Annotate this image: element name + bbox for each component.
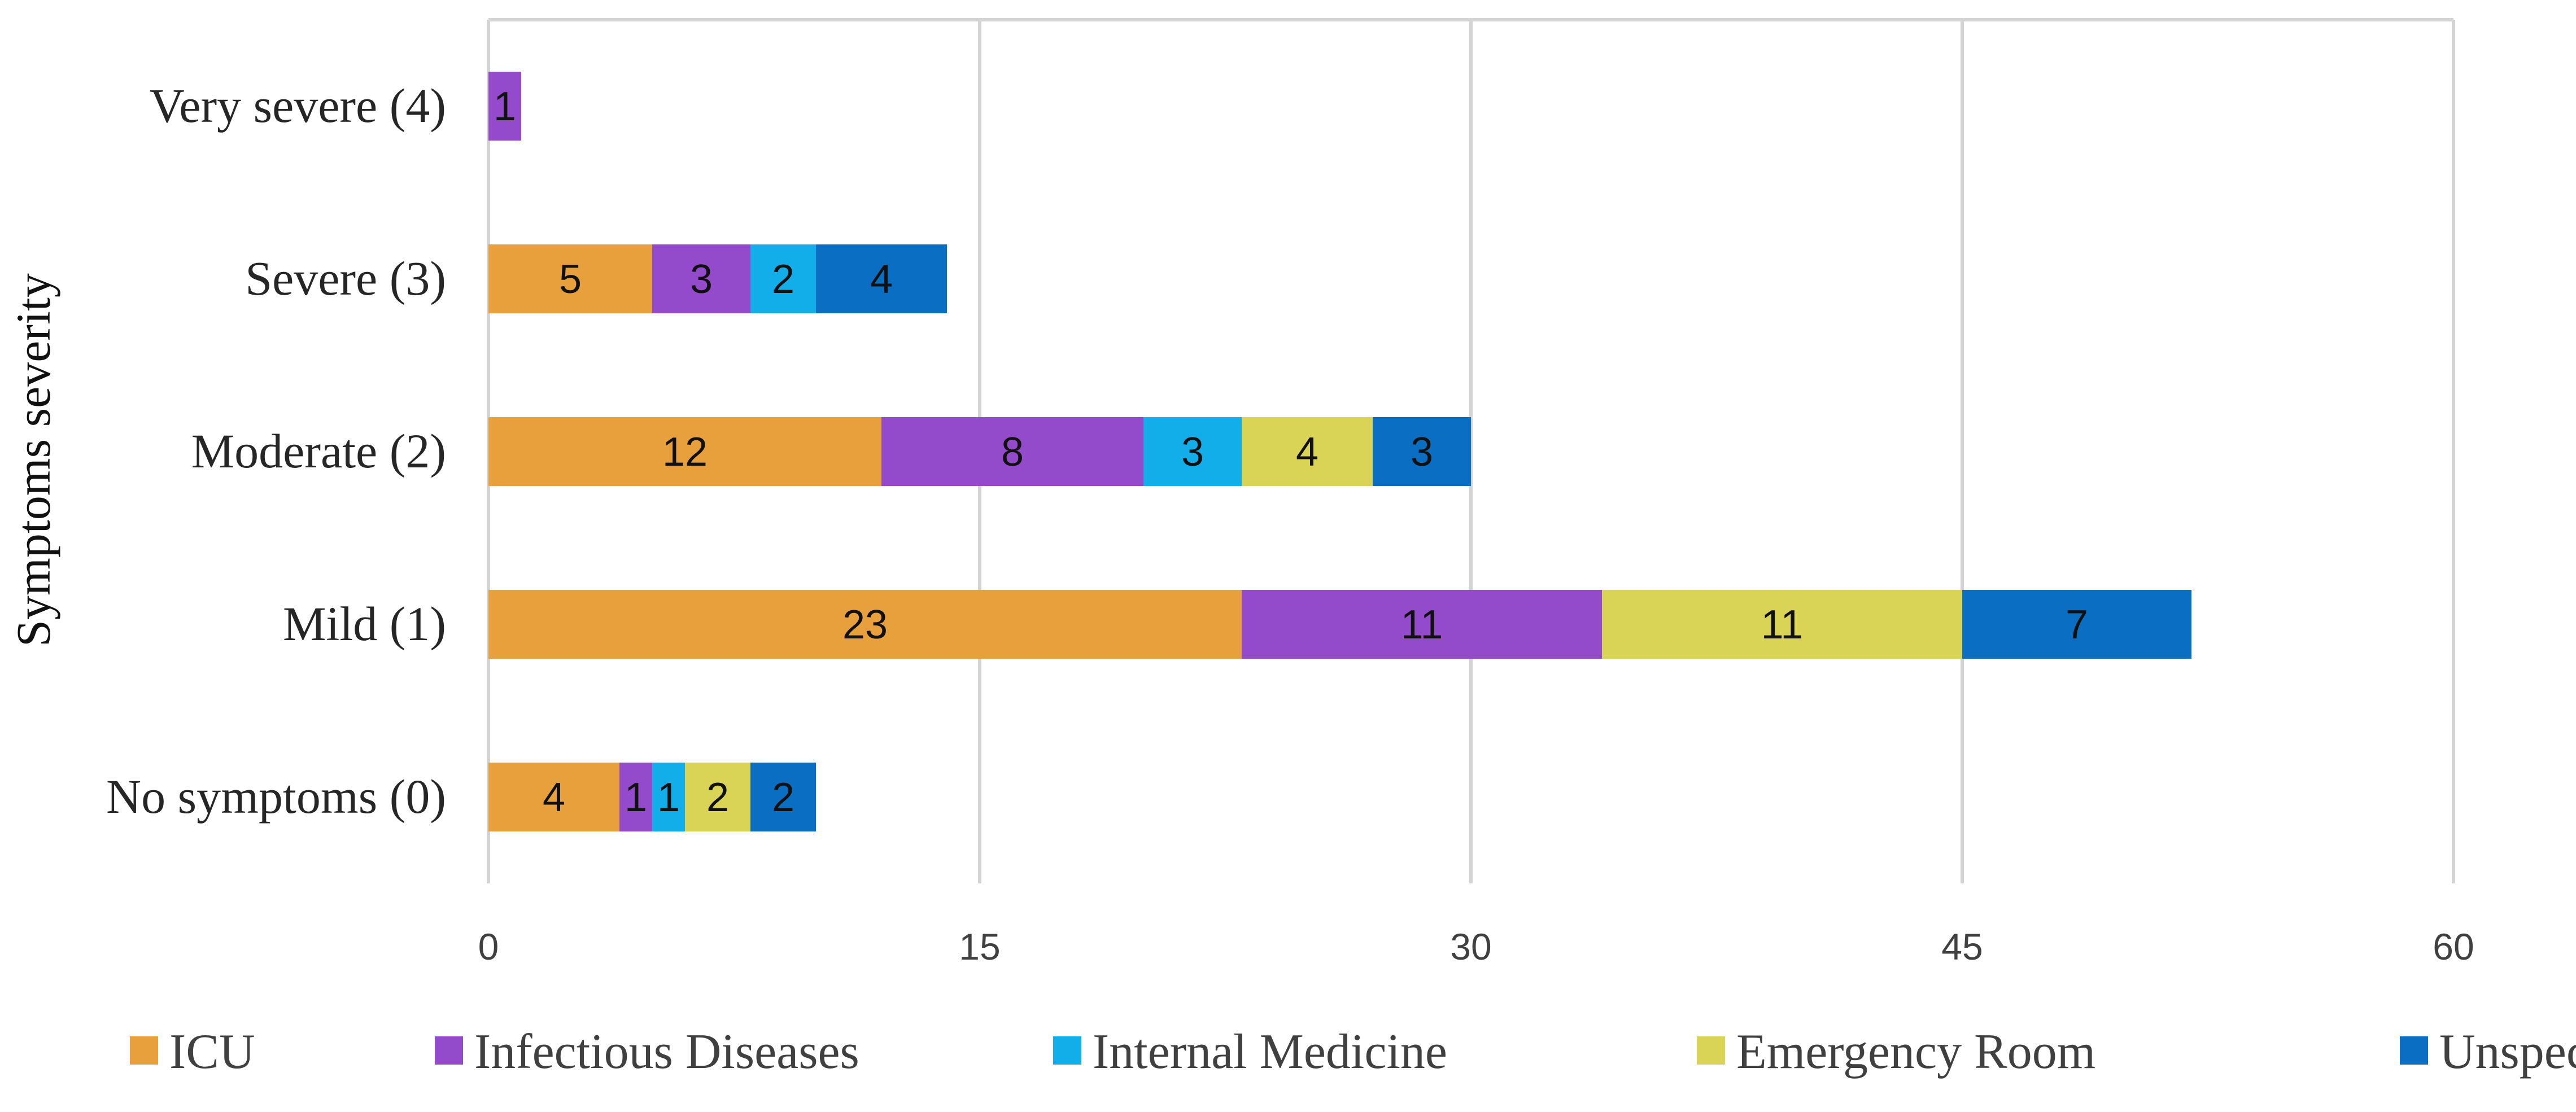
legend-label-internal-medicine: Internal Medicine bbox=[1093, 1025, 1447, 1079]
category-label-moderate-2: Moderate (2) bbox=[191, 424, 446, 478]
bar-mild-1-unspecified bbox=[1962, 590, 2191, 659]
legend-swatch-internal-medicine bbox=[1053, 1036, 1081, 1065]
legend-label-icu: ICU bbox=[169, 1025, 255, 1079]
data-labels: 4 1 1 2 223 11 11 712 8 3 4 35 3 2 41 bbox=[494, 84, 2088, 820]
data-label-mild-1-emergency-room: 11 bbox=[1761, 602, 1804, 647]
bar-mild-1-infectious-diseases bbox=[1242, 590, 1602, 659]
data-label-severe-3-unspecified: 4 bbox=[870, 257, 893, 302]
data-label-moderate-2-emergency-room: 4 bbox=[1296, 430, 1318, 475]
data-label-very-severe-4-infectious-diseases: 1 bbox=[494, 84, 516, 129]
bars bbox=[488, 72, 2191, 831]
category-label-very-severe-4: Very severe (4) bbox=[150, 78, 446, 133]
data-label-moderate-2-internal-medicine: 3 bbox=[1181, 430, 1204, 475]
category-label-severe-3: Severe (3) bbox=[245, 251, 446, 305]
x-tick-label-30: 30 bbox=[1450, 926, 1491, 967]
data-label-no-symptoms-0-icu: 4 bbox=[543, 775, 565, 820]
data-label-moderate-2-unspecified: 3 bbox=[1411, 430, 1433, 475]
data-label-severe-3-infectious-diseases: 3 bbox=[690, 257, 713, 302]
data-label-no-symptoms-0-unspecified: 2 bbox=[772, 775, 794, 820]
bar-moderate-2-unspecified bbox=[1373, 417, 1471, 486]
legend-label-infectious-diseases: Infectious Diseases bbox=[474, 1025, 859, 1079]
legend-label-unspecified: Unspecified bbox=[2439, 1025, 2576, 1079]
legend: ICU Infectious Diseases Internal Medicine E… bbox=[130, 1025, 2576, 1079]
bar-moderate-2-infectious-diseases bbox=[881, 417, 1143, 486]
x-tick-label-60: 60 bbox=[2433, 926, 2474, 967]
legend-label-emergency-room: Emergency Room bbox=[1736, 1025, 2095, 1079]
bar-mild-1-icu bbox=[488, 590, 1242, 659]
legend-swatch-emergency-room bbox=[1697, 1036, 1725, 1065]
data-label-no-symptoms-0-internal-medicine: 1 bbox=[657, 775, 680, 820]
data-label-severe-3-internal-medicine: 2 bbox=[772, 257, 794, 302]
bar-no-symptoms-0-unspecified bbox=[750, 763, 816, 831]
bar-severe-3-internal-medicine bbox=[750, 244, 816, 313]
bar-severe-3-icu bbox=[488, 244, 652, 313]
data-label-severe-3-icu: 5 bbox=[559, 257, 582, 302]
bar-no-symptoms-0-internal-medicine bbox=[652, 763, 685, 831]
bar-severe-3-infectious-diseases bbox=[652, 244, 750, 313]
bar-severe-3-unspecified bbox=[816, 244, 947, 313]
x-tick-label-15: 15 bbox=[959, 926, 1000, 967]
category-label-mild-1: Mild (1) bbox=[283, 597, 446, 651]
bar-moderate-2-emergency-room bbox=[1242, 417, 1373, 486]
data-label-no-symptoms-0-infectious-diseases: 1 bbox=[625, 775, 647, 820]
category-label-no-symptoms-0: No symptoms (0) bbox=[106, 769, 446, 824]
bar-no-symptoms-0-emergency-room bbox=[685, 763, 750, 831]
data-label-mild-1-unspecified: 7 bbox=[2066, 602, 2088, 647]
bar-moderate-2-icu bbox=[488, 417, 881, 486]
data-label-mild-1-infectious-diseases: 11 bbox=[1401, 602, 1443, 647]
grid bbox=[487, 18, 2455, 883]
legend-swatch-unspecified bbox=[2400, 1036, 2428, 1065]
data-label-no-symptoms-0-emergency-room: 2 bbox=[706, 775, 729, 820]
bar-mild-1-emergency-room bbox=[1602, 590, 1962, 659]
data-label-mild-1-icu: 23 bbox=[842, 602, 888, 647]
x-tick-label-45: 45 bbox=[1941, 926, 1983, 967]
bar-no-symptoms-0-infectious-diseases bbox=[619, 763, 652, 831]
x-tick-label-0: 0 bbox=[478, 926, 499, 967]
category-axis: No symptoms (0) Mild (1) Moderate (2) Sever… bbox=[106, 78, 446, 824]
legend-swatch-infectious-diseases bbox=[435, 1036, 463, 1065]
bar-very-severe-4-infectious-diseases bbox=[488, 72, 521, 141]
value-axis: 0 15 30 45 60 bbox=[478, 926, 2474, 967]
bar-no-symptoms-0-icu bbox=[488, 763, 619, 831]
data-label-moderate-2-infectious-diseases: 8 bbox=[1001, 430, 1024, 475]
y-axis-title: Symptoms severity bbox=[6, 273, 60, 647]
data-label-moderate-2-icu: 12 bbox=[662, 430, 708, 475]
legend-swatch-icu bbox=[130, 1036, 158, 1065]
bar-moderate-2-internal-medicine bbox=[1143, 417, 1242, 486]
